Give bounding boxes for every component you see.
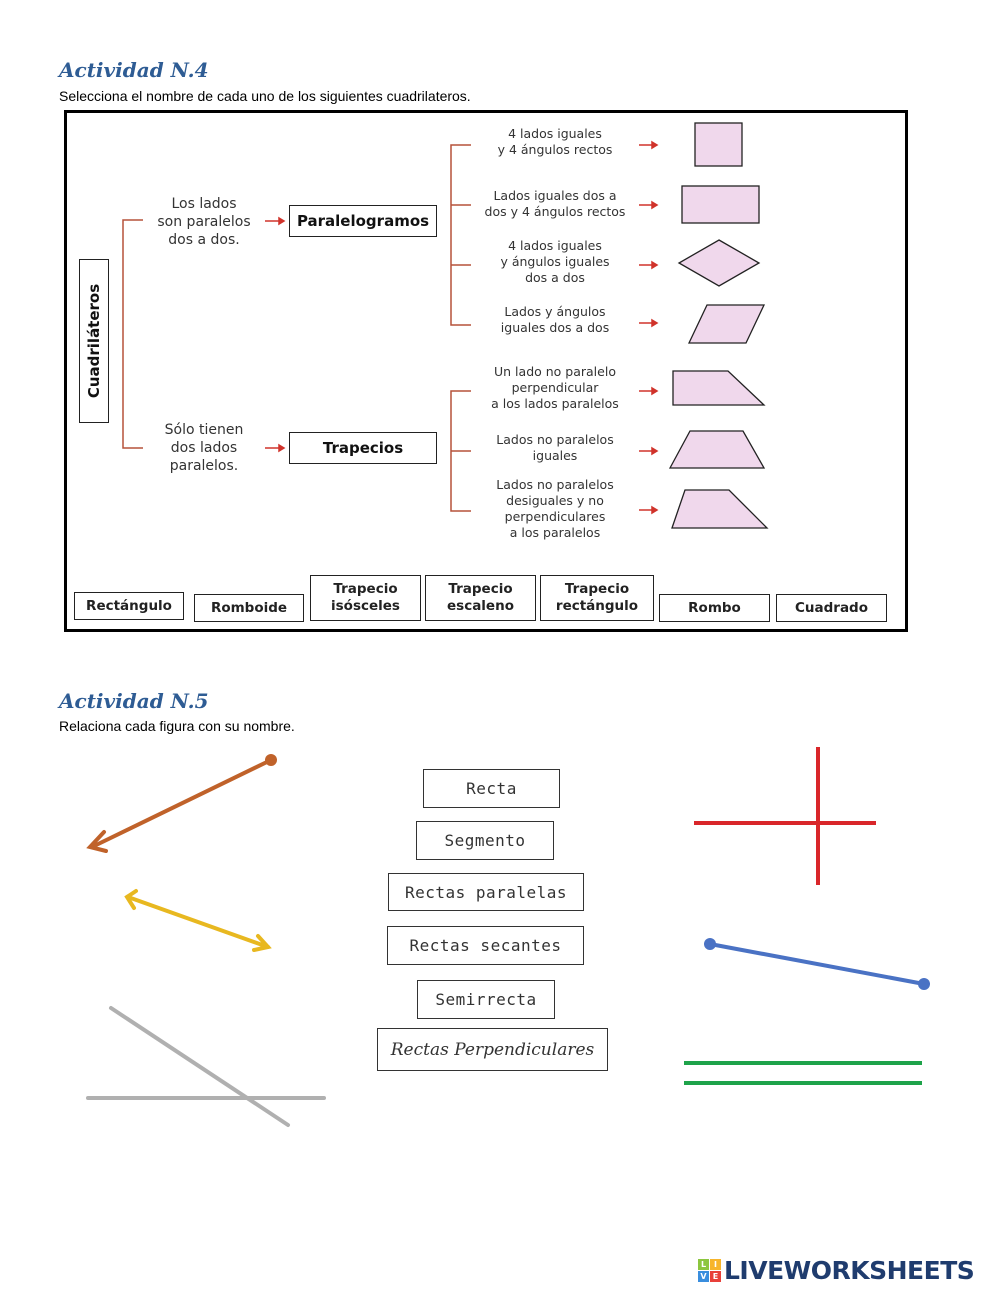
perpendiculares-figure <box>694 747 876 885</box>
paralelogramos-box: Paralelogramos <box>289 205 437 237</box>
arrows <box>265 140 659 515</box>
name-semirrecta[interactable]: Semirrecta <box>417 980 555 1019</box>
text-line: a los lados paralelos <box>491 396 619 411</box>
label-rectangulo[interactable]: Rectángulo <box>74 592 184 620</box>
logo-letter: E <box>710 1271 721 1282</box>
text-line: Un lado no paralelo <box>494 364 616 379</box>
text-line: Lados no paralelos <box>496 477 614 492</box>
text-line: paralelos. <box>169 458 239 474</box>
label-romboide[interactable]: Romboide <box>194 594 304 622</box>
activity5-instruction: Relaciona cada figura con su nombre. <box>59 718 295 734</box>
text-line: perpendicular <box>511 380 599 395</box>
description-5: Un lado no paralelo perpendicular a los … <box>470 364 640 412</box>
text-line: Sólo tienen <box>164 422 244 438</box>
logo-letter: I <box>710 1259 721 1270</box>
name-rectas-secantes[interactable]: Rectas secantes <box>387 926 584 965</box>
isosceles-trapezoid-shape <box>668 430 766 469</box>
activity5-figures <box>86 747 930 1127</box>
label-text: Romboide <box>210 599 288 616</box>
label-text: isósceles <box>331 598 400 614</box>
diagram-connectors <box>122 122 769 529</box>
rhombus-shape <box>677 239 761 287</box>
activity5-title: Actividad N.5 <box>59 689 209 713</box>
square-shape <box>694 122 743 167</box>
text-line: iguales <box>532 448 578 463</box>
semirrecta-figure <box>86 754 277 853</box>
description-4: Lados y ángulos iguales dos a dos <box>470 304 640 336</box>
liveworksheets-logo: L I V E LIVEWORKSHEETS <box>698 1256 975 1285</box>
description-1: 4 lados iguales y 4 ángulos rectos <box>470 126 640 158</box>
label-text: Cuadrado <box>795 599 868 616</box>
root-box: Cuadriláteros <box>79 259 109 423</box>
text-line: perpendiculares <box>504 509 606 524</box>
trapecios-box: Trapecios <box>289 432 437 464</box>
text-line: 4 lados iguales <box>508 126 602 141</box>
label-text: Trapecio <box>448 581 513 597</box>
root-bracket <box>122 219 143 449</box>
quadrilateral-diagram: Cuadriláteros Los lados son paralelos do… <box>64 110 908 632</box>
text-line: a los paralelos <box>509 525 601 540</box>
text-line: Lados no paralelos <box>496 432 614 447</box>
text-line: Lados y ángulos <box>504 304 606 319</box>
activity4-title: Actividad N.4 <box>59 58 209 82</box>
branch2-condition: Sólo tienen dos lados paralelos. <box>139 421 269 475</box>
activity4-instruction: Selecciona el nombre de cada uno de los … <box>59 88 471 104</box>
label-trapecio-isosceles[interactable]: Trapecio isósceles <box>310 575 421 621</box>
logo-letter: L <box>698 1259 709 1270</box>
label-cuadrado[interactable]: Cuadrado <box>776 594 887 622</box>
description-2: Lados iguales dos a dos y 4 ángulos rect… <box>470 188 640 220</box>
root-label: Cuadriláteros <box>85 283 104 399</box>
rectangle-shape <box>681 185 760 224</box>
rhomboid-shape <box>687 304 766 344</box>
label-text: rectángulo <box>555 598 639 614</box>
label-text: Trapecio <box>564 581 630 597</box>
trapezoid-bracket <box>450 390 471 512</box>
label-text: escaleno <box>447 598 514 614</box>
parallelogram-bracket <box>450 144 471 326</box>
label-trapecio-escaleno[interactable]: Trapecio escaleno <box>425 575 536 621</box>
text-line: son paralelos <box>157 214 251 230</box>
text-line: desiguales y no <box>506 493 604 508</box>
label-trapecio-rectangulo[interactable]: Trapecio rectángulo <box>540 575 654 621</box>
secantes-figure <box>86 1006 326 1127</box>
scalene-trapezoid-shape <box>671 489 769 529</box>
text-line: dos lados <box>170 440 238 456</box>
label-text: Rectángulo <box>86 597 172 614</box>
logo-text: LIVEWORKSHEETS <box>724 1256 975 1285</box>
text-line: dos y 4 ángulos rectos <box>484 204 626 219</box>
text-line: Los lados <box>171 196 237 212</box>
name-rectas-perpendiculares[interactable]: Rectas Perpendiculares <box>377 1028 608 1071</box>
logo-letter: V <box>698 1271 709 1282</box>
text-line: dos a dos <box>525 270 585 285</box>
right-trapezoid-shape <box>672 370 766 406</box>
paralelas-figure <box>684 1061 922 1085</box>
text-line: y 4 ángulos rectos <box>497 142 613 157</box>
segmento-figure <box>704 938 930 990</box>
logo-icon: L I V E <box>698 1259 721 1282</box>
description-3: 4 lados iguales y ángulos iguales dos a … <box>470 238 640 286</box>
text-line: y ángulos iguales <box>500 254 610 269</box>
label-rombo[interactable]: Rombo <box>659 594 770 622</box>
recta-figure <box>124 889 272 952</box>
description-6: Lados no paralelos iguales <box>470 432 640 464</box>
text-line: iguales dos a dos <box>500 320 610 335</box>
description-7: Lados no paralelos desiguales y no perpe… <box>470 477 640 541</box>
label-text: Trapecio <box>333 581 398 597</box>
text-line: 4 lados iguales <box>508 238 602 253</box>
name-segmento[interactable]: Segmento <box>416 821 554 860</box>
branch1-condition: Los lados son paralelos dos a dos. <box>139 195 269 249</box>
name-rectas-paralelas[interactable]: Rectas paralelas <box>388 873 584 911</box>
label-text: Rombo <box>688 599 741 616</box>
text-line: Lados iguales dos a <box>493 188 617 203</box>
text-line: dos a dos. <box>168 232 240 248</box>
name-recta[interactable]: Recta <box>423 769 560 808</box>
